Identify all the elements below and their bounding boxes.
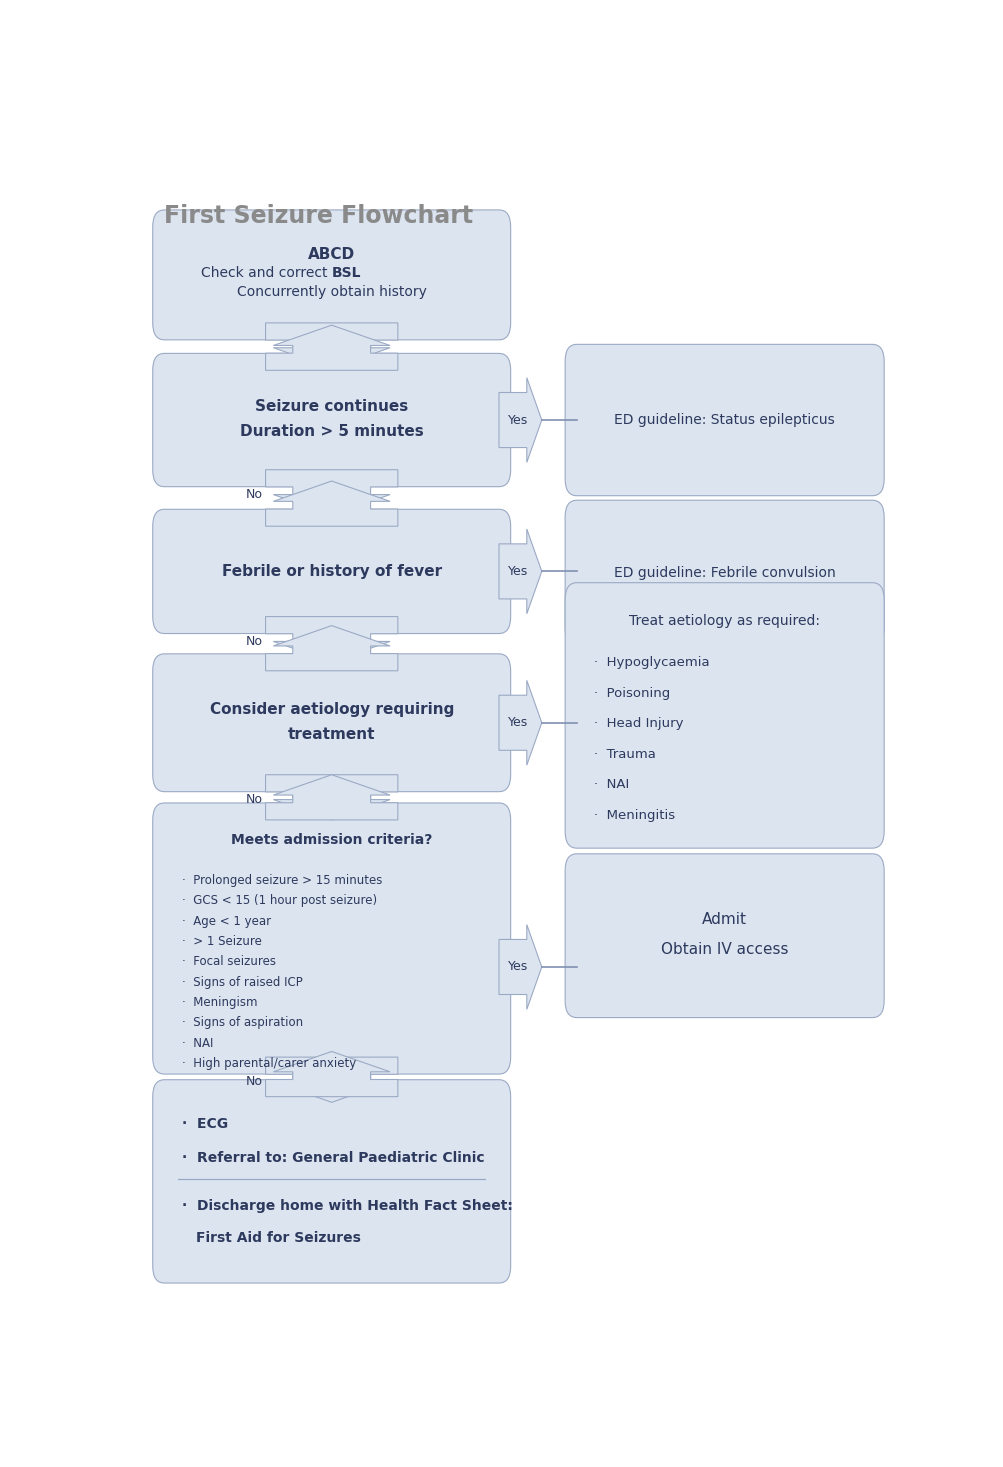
Text: Treat aetiology as required:: Treat aetiology as required: [629, 615, 819, 628]
Text: ED guideline: Status epilepticus: ED guideline: Status epilepticus [614, 414, 834, 427]
Polygon shape [265, 616, 397, 662]
FancyBboxPatch shape [565, 854, 884, 1018]
Text: Consider aetiology requiring: Consider aetiology requiring [210, 701, 453, 717]
Text: Obtain IV access: Obtain IV access [660, 942, 787, 956]
Text: First Seizure Flowchart: First Seizure Flowchart [164, 204, 473, 229]
FancyBboxPatch shape [565, 345, 884, 496]
FancyBboxPatch shape [152, 1080, 511, 1284]
Polygon shape [498, 924, 542, 1009]
Text: Yes: Yes [508, 414, 528, 427]
Text: Concurrently obtain history: Concurrently obtain history [237, 285, 426, 299]
FancyBboxPatch shape [152, 654, 511, 792]
Text: ·  GCS < 15 (1 hour post seizure): · GCS < 15 (1 hour post seizure) [182, 895, 376, 908]
Text: No: No [246, 1075, 263, 1089]
Text: ED guideline: Febrile convulsion: ED guideline: Febrile convulsion [613, 565, 834, 579]
Text: treatment: treatment [288, 726, 375, 741]
Text: ·  Meningism: · Meningism [182, 996, 257, 1009]
Text: ·  > 1 Seizure: · > 1 Seizure [182, 934, 261, 948]
Text: ·  Focal seizures: · Focal seizures [182, 955, 275, 968]
Text: ·  Age < 1 year: · Age < 1 year [182, 915, 271, 927]
Polygon shape [498, 377, 542, 462]
Polygon shape [265, 775, 397, 820]
Text: Yes: Yes [508, 961, 528, 974]
Text: Check and correct: Check and correct [201, 266, 331, 280]
Text: No: No [246, 794, 263, 805]
Text: ·  Head Injury: · Head Injury [594, 717, 683, 731]
Text: ·  NAI: · NAI [182, 1037, 213, 1050]
Text: ·  Hypoglycaemia: · Hypoglycaemia [594, 656, 709, 669]
Polygon shape [498, 530, 542, 613]
Polygon shape [265, 481, 397, 527]
Polygon shape [265, 326, 397, 370]
FancyBboxPatch shape [152, 354, 511, 487]
Text: No: No [246, 635, 263, 648]
Text: ·  Referral to: General Paediatric Clinic: · Referral to: General Paediatric Clinic [182, 1152, 483, 1165]
Text: ·  Prolonged seizure > 15 minutes: · Prolonged seizure > 15 minutes [182, 874, 381, 888]
Polygon shape [498, 681, 542, 766]
Polygon shape [265, 469, 397, 515]
Text: Admit: Admit [701, 912, 746, 927]
Text: ·  High parental/carer anxiety: · High parental/carer anxiety [182, 1058, 355, 1069]
Text: Meets admission criteria?: Meets admission criteria? [231, 833, 432, 848]
Text: Seizure continues: Seizure continues [255, 399, 408, 414]
Text: First Aid for Seizures: First Aid for Seizures [196, 1231, 360, 1245]
FancyBboxPatch shape [565, 582, 884, 848]
Polygon shape [265, 625, 397, 670]
Polygon shape [265, 775, 397, 820]
Text: No: No [246, 489, 263, 502]
Text: Yes: Yes [508, 565, 528, 578]
FancyBboxPatch shape [565, 500, 884, 645]
Text: ·  Discharge home with Health Fact Sheet:: · Discharge home with Health Fact Sheet: [182, 1200, 512, 1213]
Polygon shape [265, 323, 397, 368]
FancyBboxPatch shape [152, 509, 511, 634]
Text: Febrile or history of fever: Febrile or history of fever [222, 563, 441, 579]
Text: Duration > 5 minutes: Duration > 5 minutes [240, 424, 423, 439]
Text: ·  ECG: · ECG [182, 1116, 228, 1131]
Text: Yes: Yes [508, 716, 528, 729]
Text: ·  Signs of aspiration: · Signs of aspiration [182, 1017, 302, 1030]
Text: ·  Poisoning: · Poisoning [594, 687, 669, 700]
FancyBboxPatch shape [152, 210, 511, 340]
Text: ·  NAI: · NAI [594, 778, 629, 791]
Polygon shape [265, 1058, 397, 1102]
Text: ·  Meningitis: · Meningitis [594, 808, 674, 822]
FancyBboxPatch shape [152, 802, 511, 1074]
Polygon shape [265, 1052, 397, 1097]
Text: ABCD: ABCD [308, 246, 355, 263]
Text: ·  Trauma: · Trauma [594, 748, 655, 760]
Text: ·  Signs of raised ICP: · Signs of raised ICP [182, 976, 302, 989]
Text: BSL: BSL [331, 266, 361, 280]
